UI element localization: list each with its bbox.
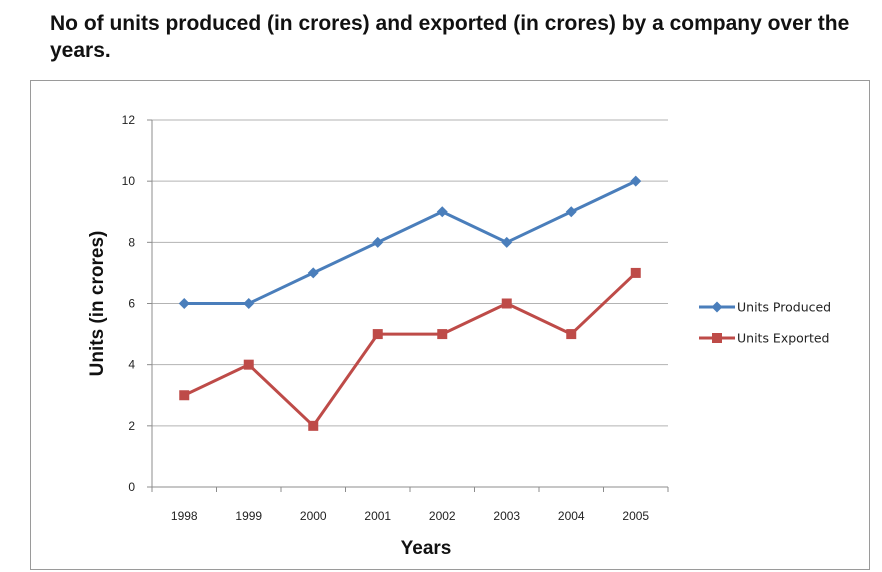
data-point-units-produced xyxy=(501,236,513,248)
y-tick-label: 2 xyxy=(128,419,135,433)
y-tick-label: 10 xyxy=(122,174,136,188)
data-point-units-produced xyxy=(436,206,448,218)
series-line-units-produced xyxy=(184,179,637,305)
legend-label-units-produced: Units Produced xyxy=(737,300,831,315)
x-tick-label: 2001 xyxy=(364,509,391,523)
data-point-units-produced xyxy=(178,298,190,309)
data-point-units-exported xyxy=(566,329,577,340)
y-axis-title: Units (in crores) xyxy=(87,231,108,377)
legend-marker-units-exported xyxy=(712,333,722,343)
legend-marker-units-produced xyxy=(711,301,723,313)
data-point-units-produced xyxy=(243,298,255,309)
data-point-units-produced xyxy=(307,267,319,279)
x-tick-label: 1999 xyxy=(235,509,262,523)
data-point-units-exported xyxy=(308,420,319,431)
data-point-units-exported xyxy=(437,329,448,340)
series-line-units-exported xyxy=(183,271,637,428)
data-point-units-produced xyxy=(630,175,642,187)
x-tick-label: 2005 xyxy=(622,509,649,523)
y-tick-label: 0 xyxy=(128,480,135,494)
chart-area: 0 2 4 6 8 10 12 1998 1999 2000 2001 2002 2003 2004 200… xyxy=(30,80,870,570)
chart-title: No of units produced (in crores) and exp… xyxy=(50,12,850,62)
data-point-units-produced xyxy=(372,236,384,248)
data-point-units-exported xyxy=(630,267,641,278)
x-tick-label: 2002 xyxy=(429,509,456,523)
data-point-units-exported xyxy=(372,329,383,340)
x-axis-title: Years xyxy=(401,538,452,559)
y-tick-label: 6 xyxy=(128,297,135,311)
y-tick-label: 12 xyxy=(122,113,136,127)
data-point-units-produced xyxy=(565,206,577,218)
legend-label-units-exported: Units Exported xyxy=(737,331,829,346)
y-tick-label: 4 xyxy=(128,358,135,372)
x-tick-label: 2004 xyxy=(558,509,585,523)
y-tick-label: 8 xyxy=(128,235,135,249)
line-chart: 0 2 4 6 8 10 12 1998 1999 2000 2001 2002 2003 2004 200… xyxy=(87,113,831,559)
x-tick-label: 1998 xyxy=(171,509,198,523)
data-point-units-exported xyxy=(501,298,512,309)
data-point-units-exported xyxy=(243,359,254,370)
x-tick-label: 2000 xyxy=(300,509,327,523)
x-tick-label: 2003 xyxy=(493,509,520,523)
data-point-units-exported xyxy=(179,390,190,401)
